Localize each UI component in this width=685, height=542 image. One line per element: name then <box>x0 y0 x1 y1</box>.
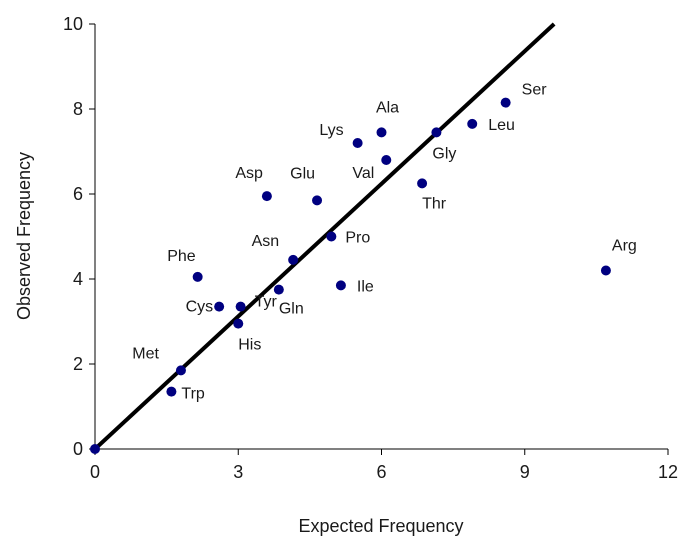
y-axis-title: Observed Frequency <box>14 152 34 320</box>
data-point-val <box>381 155 392 165</box>
data-label-met: Met <box>132 345 159 362</box>
y-tick-label: 2 <box>73 354 83 374</box>
y-tick-label: 0 <box>73 439 83 459</box>
data-point-thr <box>417 178 428 189</box>
data-point-glu <box>312 195 323 206</box>
x-tick-label: 0 <box>90 462 100 482</box>
data-label-pro: Pro <box>345 230 370 247</box>
data-points <box>90 97 611 454</box>
y-ticks: 0 2 4 6 8 10 <box>63 14 95 459</box>
data-label-phe: Phe <box>167 248 196 265</box>
data-point-labels: Trp Met Phe Cys His Tyr Asp Gln Asn Glu Pro Ile Lys A… <box>132 82 637 403</box>
data-point-cys <box>214 301 225 312</box>
plot-area: 0 3 6 9 12 0 2 4 6 8 10 Trp Met Phe Cys His Tyr Asp Gln A… <box>63 14 678 482</box>
data-point-trp <box>166 386 177 397</box>
data-point-gly <box>431 127 442 138</box>
data-label-cys: Cys <box>186 299 214 316</box>
data-point-tyr <box>235 301 246 312</box>
data-label-leu: Leu <box>488 117 515 134</box>
x-tick-label: 3 <box>233 462 243 482</box>
data-label-arg: Arg <box>612 238 637 255</box>
data-label-lys: Lys <box>319 122 343 139</box>
x-ticks: 0 3 6 9 12 <box>90 449 678 482</box>
data-label-glu: Glu <box>290 165 315 182</box>
data-label-val: Val <box>352 165 374 182</box>
data-label-gln: Gln <box>279 301 304 318</box>
data-point-asn <box>288 254 299 265</box>
x-tick-label: 6 <box>376 462 386 482</box>
data-label-ser: Ser <box>522 82 548 99</box>
data-point-met <box>175 365 186 376</box>
data-point-arg <box>600 265 611 276</box>
x-tick-label: 9 <box>520 462 530 482</box>
data-point-asp <box>261 191 272 202</box>
data-point-lys <box>352 138 363 148</box>
data-label-his: His <box>238 337 261 354</box>
data-label-gly: Gly <box>432 145 456 162</box>
reference-line <box>93 22 556 451</box>
data-point-leu <box>467 118 478 129</box>
x-axis-title: Expected Frequency <box>298 516 463 536</box>
data-label-ala: Ala <box>376 99 399 116</box>
data-label-asn: Asn <box>252 233 280 250</box>
origin-point <box>90 444 100 454</box>
y-tick-label: 8 <box>73 99 83 119</box>
data-label-thr: Thr <box>422 195 447 212</box>
data-point-ser <box>500 97 511 108</box>
data-label-asp: Asp <box>235 165 263 182</box>
data-point-his <box>233 318 244 329</box>
data-point-ala <box>376 127 387 138</box>
data-point-ile <box>335 280 346 291</box>
y-tick-label: 4 <box>73 269 83 289</box>
data-label-ile: Ile <box>357 278 374 295</box>
data-point-phe <box>192 271 203 282</box>
data-point-gln <box>273 284 284 295</box>
x-tick-label: 12 <box>658 462 678 482</box>
y-tick-label: 10 <box>63 14 83 34</box>
y-tick-label: 6 <box>73 184 83 204</box>
data-label-tyr: Tyr <box>255 294 278 311</box>
data-point-pro <box>326 231 337 242</box>
data-label-trp: Trp <box>181 386 205 403</box>
